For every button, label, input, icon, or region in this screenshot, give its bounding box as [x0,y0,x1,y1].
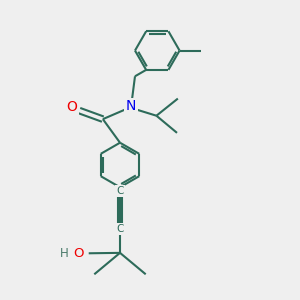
Text: O: O [66,100,77,114]
Text: C: C [116,186,124,196]
Text: C: C [116,224,124,234]
Text: O: O [73,247,84,260]
Text: H: H [60,247,69,260]
Text: N: N [125,99,136,113]
